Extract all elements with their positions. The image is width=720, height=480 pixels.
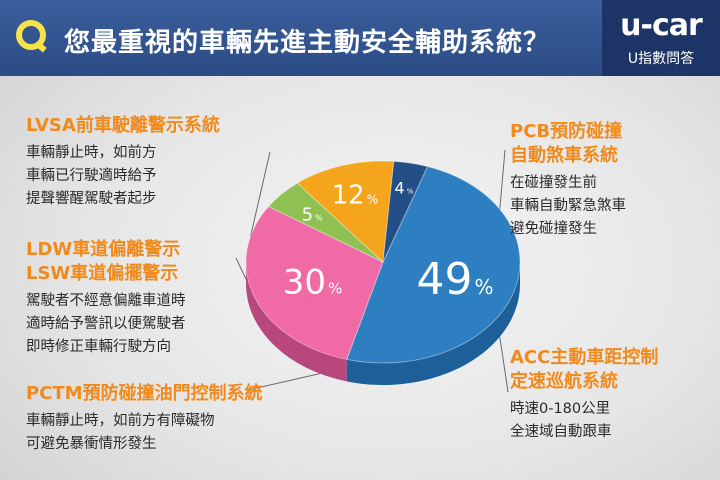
pie-slice-1 bbox=[245, 205, 384, 360]
pie-slices bbox=[245, 160, 521, 386]
header-bar: 您最重視的車輛先進主動安全輔助系統？ u-car U指數問答 bbox=[0, 0, 720, 76]
pie-slice-3 bbox=[296, 160, 395, 264]
feature-acc-desc-1: 時速0-180公里 bbox=[510, 401, 611, 417]
pie-label-3: 12% bbox=[332, 181, 379, 211]
pie-slice-2 bbox=[267, 182, 384, 263]
feature-acc: ACC主動車距控制 定速巡航系統 時速0-180公里 全速域自動跟車 bbox=[510, 346, 658, 444]
pie-slice-0 bbox=[346, 165, 521, 364]
brand-logo[interactable]: u-car U指數問答 bbox=[602, 0, 720, 76]
feature-pcb: PCB預防碰撞 自動煞車系統 在碰撞發生前 車輛自動緊急煞車 避免碰撞發生 bbox=[510, 120, 626, 241]
feature-pctm: PCTM預防碰撞油門控制系統 車輛靜止時，如前方有障礙物 可避免暴衝情形發生 bbox=[26, 382, 263, 456]
leader-line-2 bbox=[247, 373, 320, 391]
brand-tag: U指數問答 bbox=[627, 51, 695, 67]
feature-lvsa: LVSA前車駛離警示系統 車輛靜止時，如前方 車輛已行駛適時給予 提聲響醒駕駛者… bbox=[26, 114, 220, 211]
feature-pctm-desc-2: 可避免暴衝情形發生 bbox=[26, 436, 157, 452]
pie-slice-4 bbox=[382, 160, 429, 263]
pie-label-4: 4% bbox=[395, 178, 414, 197]
pie-label-2: 5% bbox=[302, 205, 323, 226]
leader-line-0 bbox=[499, 149, 506, 210]
pie-side-1-0 bbox=[246, 262, 347, 382]
feature-ldw-desc-3: 即時修正車輛行駛方向 bbox=[26, 339, 171, 355]
feature-ldw-desc-2: 適時給予警訊以便駕駛者 bbox=[26, 316, 186, 332]
feature-pcb-title-1: PCB預防碰撞 bbox=[510, 121, 623, 142]
feature-ldw-desc-1: 駕駛者不經意偏離車道時 bbox=[26, 293, 186, 309]
feature-ldw: LDW車道偏離警示 LSW車道偏擺警示 駕駛者不經意偏離車道時 適時給予警訊以便… bbox=[26, 238, 186, 359]
feature-pcb-desc-2: 車輛自動緊急煞車 bbox=[510, 198, 626, 214]
feature-pcb-title-2: 自動煞車系統 bbox=[510, 145, 618, 166]
pie-side-0-0 bbox=[346, 262, 520, 386]
feature-ldw-title-1: LDW車道偏離警示 bbox=[26, 239, 181, 260]
feature-acc-title-1: ACC主動車距控制 bbox=[510, 347, 659, 368]
q-icon bbox=[16, 20, 46, 50]
pie-labels: 49 % 30 % 5 % 12 % 4% bbox=[283, 178, 494, 304]
pie-label-1: 30% bbox=[283, 262, 343, 302]
feature-lvsa-desc-1: 車輛靜止時，如前方 bbox=[26, 145, 157, 161]
feature-lvsa-desc-3: 提聲響醒駕駛者起步 bbox=[26, 191, 157, 207]
feature-pcb-desc-1: 在碰撞發生前 bbox=[510, 175, 597, 191]
page-title: 您最重視的車輛先進主動安全輔助系統？ bbox=[64, 28, 551, 58]
pie-label-0: 49% bbox=[416, 254, 493, 305]
feature-pctm-title-1: PCTM預防碰撞油門控制系統 bbox=[26, 383, 263, 404]
feature-pctm-desc-1: 車輛靜止時，如前方有障礙物 bbox=[26, 413, 215, 429]
feature-lvsa-desc-2: 車輛已行駛適時給予 bbox=[26, 168, 157, 184]
feature-ldw-title-2: LSW車道偏擺警示 bbox=[26, 263, 179, 284]
brand-name: u-car bbox=[620, 8, 703, 43]
feature-lvsa-title-1: LVSA前車駛離警示系統 bbox=[26, 115, 220, 136]
leader-line-4 bbox=[250, 151, 271, 237]
feature-acc-title-2: 定速巡航系統 bbox=[510, 371, 618, 392]
leader-line-1 bbox=[499, 336, 509, 393]
feature-pcb-desc-3: 避免碰撞發生 bbox=[510, 221, 597, 237]
feature-acc-desc-2: 全速域自動跟車 bbox=[510, 424, 612, 440]
